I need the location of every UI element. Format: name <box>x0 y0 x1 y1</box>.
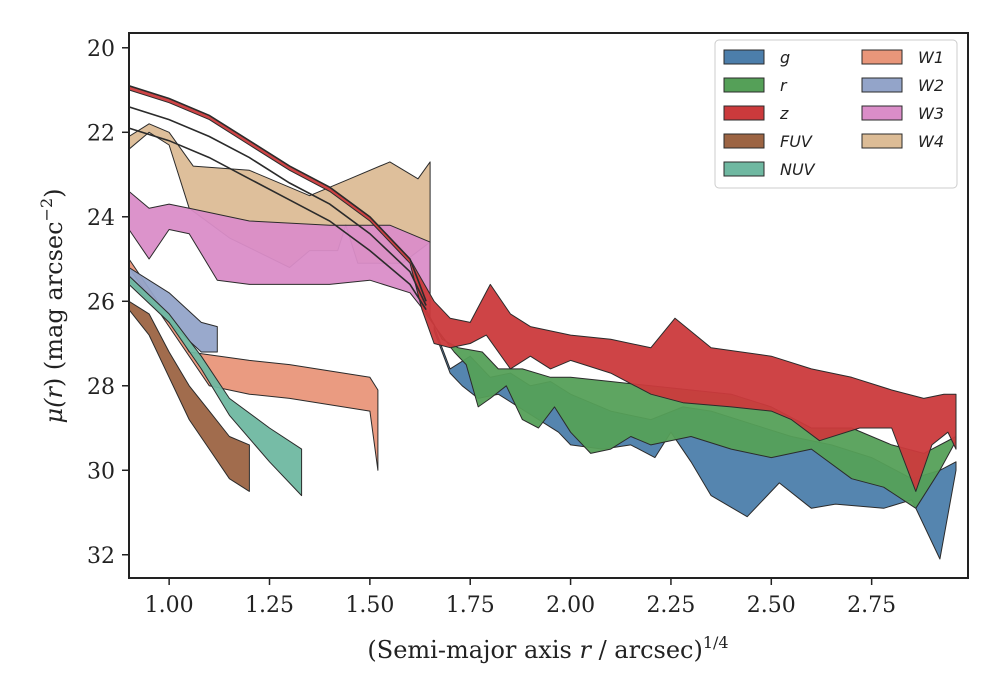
profile-lines <box>129 85 427 311</box>
x-tick-label: 1.50 <box>345 593 394 618</box>
band-nuv <box>129 275 303 497</box>
y-tick-label: 24 <box>87 206 115 231</box>
y-tick-label: 32 <box>87 544 115 569</box>
x-tick-label: 1.75 <box>446 593 495 618</box>
band-z <box>129 85 957 492</box>
legend-label-w2: W2 <box>918 76 944 95</box>
profile-line-1 <box>129 106 427 306</box>
band-w1 <box>129 258 379 471</box>
legend-label-w1: W1 <box>918 48 944 67</box>
legend-label-r: r <box>780 76 788 95</box>
legend: grz FUV NUV W1 W2 W3 W4 <box>714 39 958 189</box>
profile-line-0 <box>129 85 427 302</box>
x-axis-label: (Semi-major axis r / arcsec)1/4 <box>367 633 728 664</box>
legend-label-nuv: NUV <box>780 160 816 179</box>
x-tick-label: 2.25 <box>646 593 695 618</box>
y-tick-label: 28 <box>87 375 115 400</box>
legend-label-fuv: FUV <box>780 132 813 151</box>
legend-swatch-w4 <box>861 133 903 149</box>
legend-swatch-g <box>723 49 765 65</box>
x-tick-label: 1.00 <box>145 593 194 618</box>
y-axis-label: μ(r) (mag arcsec−2) <box>37 188 68 423</box>
band-fuv <box>129 300 250 492</box>
legend-label-g: g <box>780 48 790 67</box>
x-tick-label: 2.00 <box>546 593 595 618</box>
legend-swatch-w1 <box>861 49 903 65</box>
band-areas <box>129 85 957 560</box>
plot-frame <box>128 32 969 579</box>
legend-swatch-fuv <box>723 133 765 149</box>
profile-line-2 <box>129 127 427 311</box>
legend-swatch-w2 <box>861 77 903 93</box>
legend-label-w4: W4 <box>918 132 944 151</box>
x-tick-label: 2.50 <box>747 593 796 618</box>
legend-swatch-w3 <box>861 105 903 121</box>
legend-swatch-r <box>723 77 765 93</box>
y-tick-label: 22 <box>87 121 115 146</box>
x-tick-label: 1.25 <box>245 593 294 618</box>
legend-label-z: z <box>779 104 789 123</box>
y-axis-ticks: 20 22 24 26 28 30 32 <box>87 37 129 569</box>
x-axis-ticks: 1.00 1.25 1.50 1.75 2.00 2.25 2.50 2.75 <box>145 578 896 618</box>
band-r <box>425 309 957 509</box>
legend-label-w3: W3 <box>918 104 944 123</box>
y-tick-label: 30 <box>87 459 115 484</box>
y-tick-label: 20 <box>87 37 115 62</box>
y-tick-label: 26 <box>87 290 115 315</box>
band-w3 <box>129 190 431 319</box>
x-tick-label: 2.75 <box>847 593 896 618</box>
legend-swatch-z <box>723 105 765 121</box>
legend-swatch-nuv <box>723 161 765 177</box>
legend-box <box>714 39 958 189</box>
